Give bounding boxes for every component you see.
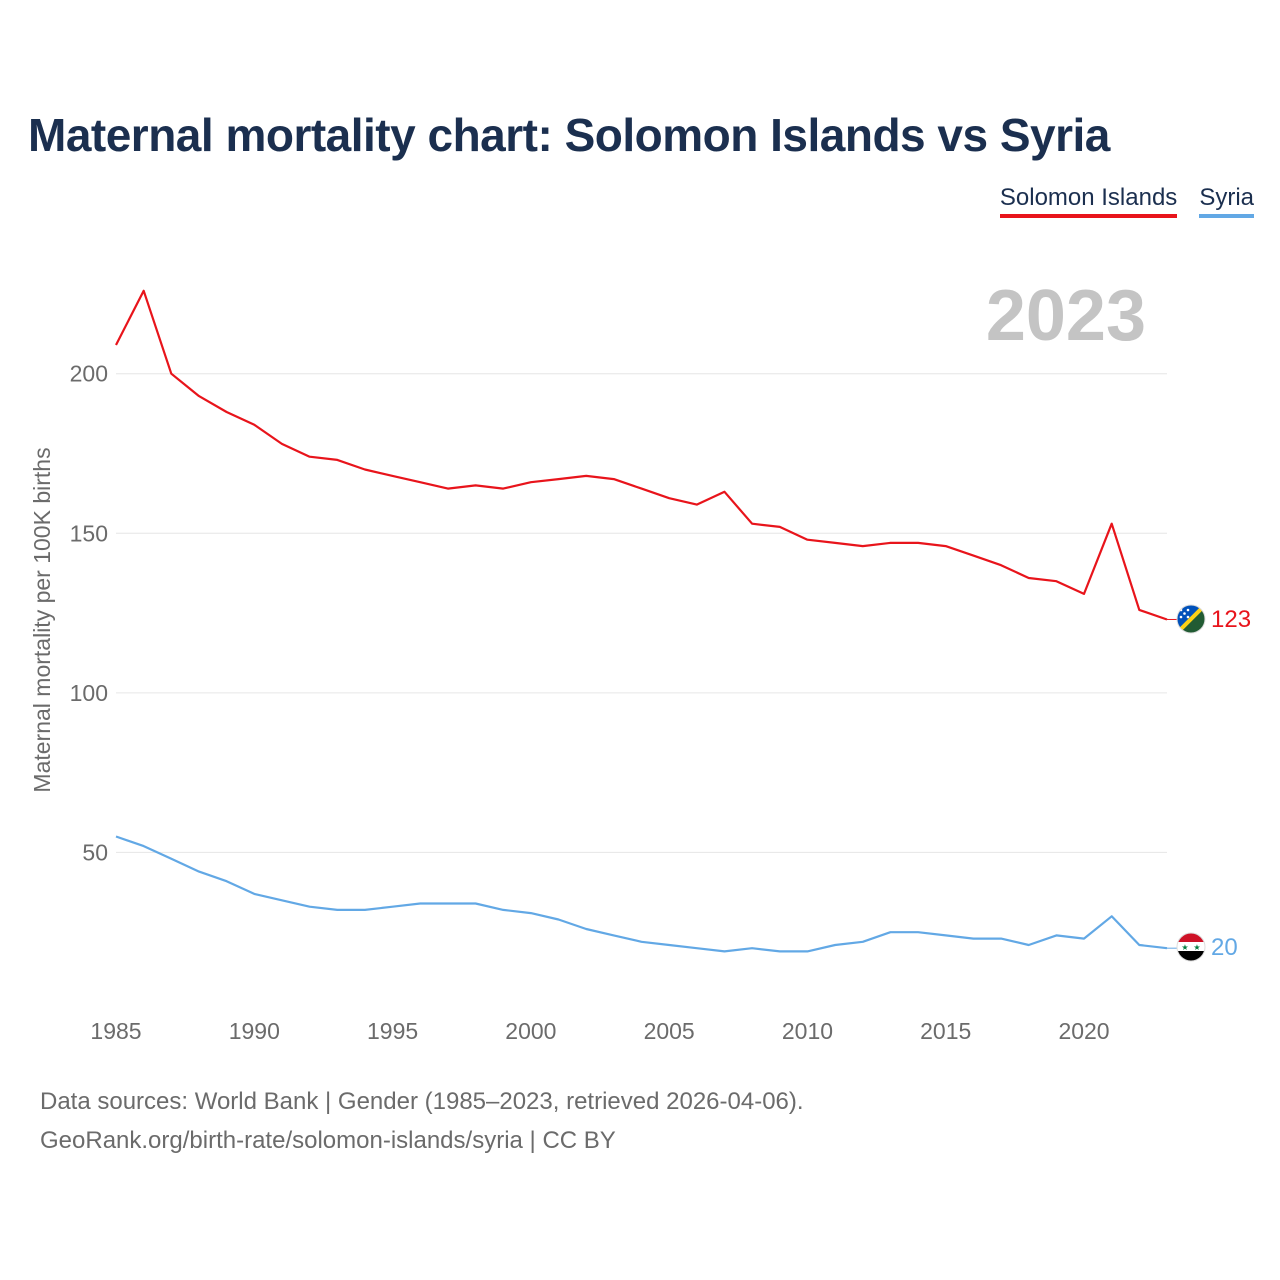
series-line-solomon-islands[interactable] bbox=[115, 289, 1168, 621]
svg-text:★: ★ bbox=[1181, 943, 1188, 952]
x-tick-label: 1990 bbox=[229, 1018, 280, 1044]
legend: Solomon Islands Syria bbox=[999, 184, 1254, 218]
syria-flag-icon: ★ ★ bbox=[1176, 932, 1206, 962]
chart-title: Maternal mortality chart: Solomon Island… bbox=[28, 109, 1110, 161]
y-tick-label: 200 bbox=[70, 361, 108, 387]
end-value-label-solomon-islands: 123 bbox=[1211, 606, 1251, 633]
x-axis: 1985 1990 1995 2000 2005 2010 2015 2020 bbox=[90, 1018, 1109, 1044]
svg-text:★: ★ bbox=[1193, 943, 1200, 952]
solomon-islands-flag-icon bbox=[1176, 604, 1206, 634]
y-axis-label: Maternal mortality per 100K births bbox=[29, 447, 55, 792]
legend-item-syria[interactable]: Syria bbox=[1199, 184, 1254, 218]
x-tick-label: 2000 bbox=[505, 1018, 556, 1044]
x-tick-label: 2020 bbox=[1058, 1018, 1109, 1044]
x-tick-label: 2005 bbox=[644, 1018, 695, 1044]
y-tick-label: 150 bbox=[70, 520, 108, 546]
data-source-note: Data sources: World Bank | Gender (1985–… bbox=[40, 1088, 804, 1115]
end-value-label-syria: 20 bbox=[1211, 934, 1238, 961]
x-tick-label: 2015 bbox=[920, 1018, 971, 1044]
legend-item-solomon-islands[interactable]: Solomon Islands bbox=[999, 184, 1178, 218]
series-layer bbox=[115, 289, 1177, 953]
y-tick-label: 100 bbox=[70, 680, 108, 706]
x-tick-label: 2010 bbox=[782, 1018, 833, 1044]
series-line-syria[interactable] bbox=[115, 835, 1168, 953]
year-watermark: 2023 bbox=[986, 276, 1146, 356]
y-tick-label: 50 bbox=[82, 839, 108, 865]
y-axis: 50 100 150 200 bbox=[70, 361, 108, 866]
x-tick-label: 1995 bbox=[367, 1018, 418, 1044]
grid-layer bbox=[116, 373, 1167, 853]
x-tick-label: 1985 bbox=[90, 1018, 141, 1044]
attribution-link[interactable]: GeoRank.org/birth-rate/solomon-islands/s… bbox=[40, 1127, 616, 1154]
